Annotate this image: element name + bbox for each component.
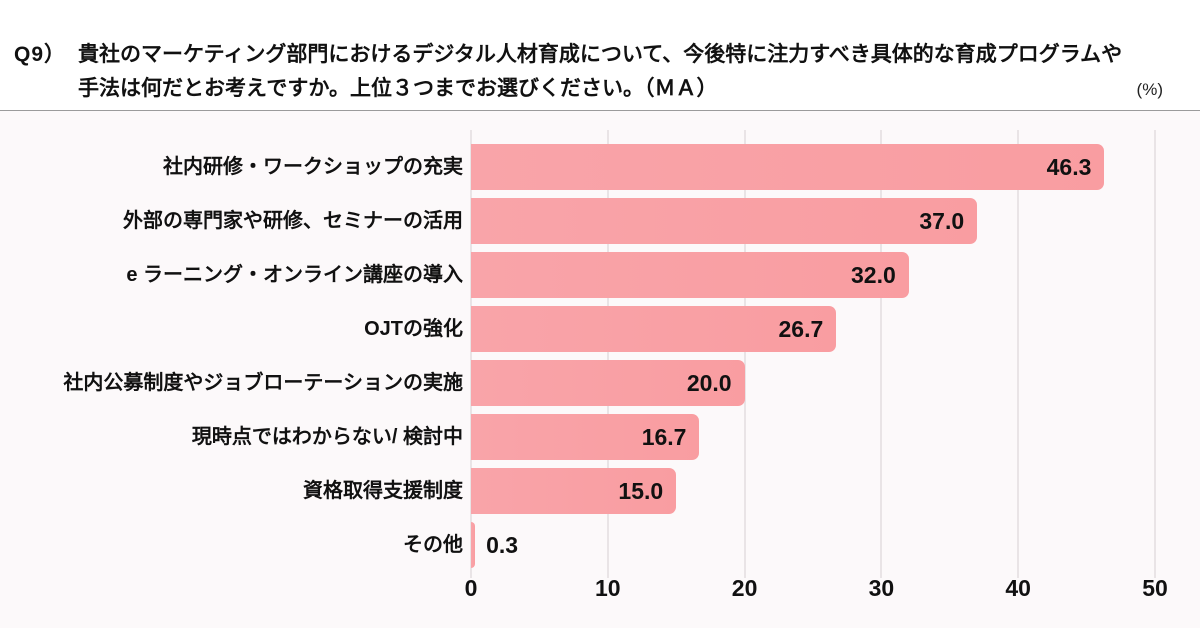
horizontal-bar-chart: 社内研修・ワークショップの充実 46.3 外部の専門家や研修、セミナーの活用 37.0… [0,111,1200,628]
value-label: 37.0 [919,208,965,234]
value-label: 32.0 [850,262,896,288]
category-label: e ラーニング・オンライン講座の導入 [126,264,463,286]
x-tick-label-30: 30 [868,575,895,601]
bar [471,306,837,352]
bar [471,360,745,406]
question-text: 貴社のマーケティング部門におけるデジタル人材育成について、今後特に注力すべき具体… [78,38,1138,106]
bar [471,144,1105,190]
value-label: 16.7 [641,424,687,450]
gridline-50 [1154,130,1156,578]
x-tick-label-50: 50 [1142,575,1168,601]
gridline-10 [606,130,609,578]
bar [471,198,978,244]
question-text-line1: 貴社のマーケティング部門におけるデジタル人材育成について、今後特に注力すべき具体… [78,43,1123,66]
gridline-40 [1017,130,1020,578]
value-label: 15.0 [618,478,664,504]
x-tick-label-10: 10 [595,575,621,601]
bar [471,468,677,514]
x-tick-label-0: 0 [464,575,478,601]
bar [471,522,476,568]
category-label: 社内研修・ワークショップの充実 [163,156,463,178]
question-text-line2: 手法は何だとお考えですか。上位３つまでお選びください。（ＭＡ） [78,77,718,100]
category-label: その他 [403,534,463,556]
category-label: 資格取得支援制度 [303,480,463,502]
value-label: 26.7 [778,316,824,342]
header-divider [0,110,1200,111]
bar [471,252,909,298]
x-tick-label-40: 40 [1005,575,1031,601]
category-label: 現時点ではわからない/ 検討中 [191,426,463,448]
gridline-20 [743,130,746,578]
value-label: 0.3 [486,532,519,558]
bar [471,414,700,460]
category-label: OJTの強化 [364,318,463,340]
gridline-30 [880,130,883,578]
value-label: 46.3 [1046,154,1092,180]
percent-unit-label: (%) [1136,80,1163,99]
value-label: 20.0 [686,370,732,396]
gridline-0 [470,130,472,578]
category-label: 社内公募制度やジョブローテーションの実施 [63,372,463,394]
category-label: 外部の専門家や研修、セミナーの活用 [123,210,463,232]
x-tick-label-20: 20 [731,575,758,601]
question-number: Q9） [14,43,67,66]
